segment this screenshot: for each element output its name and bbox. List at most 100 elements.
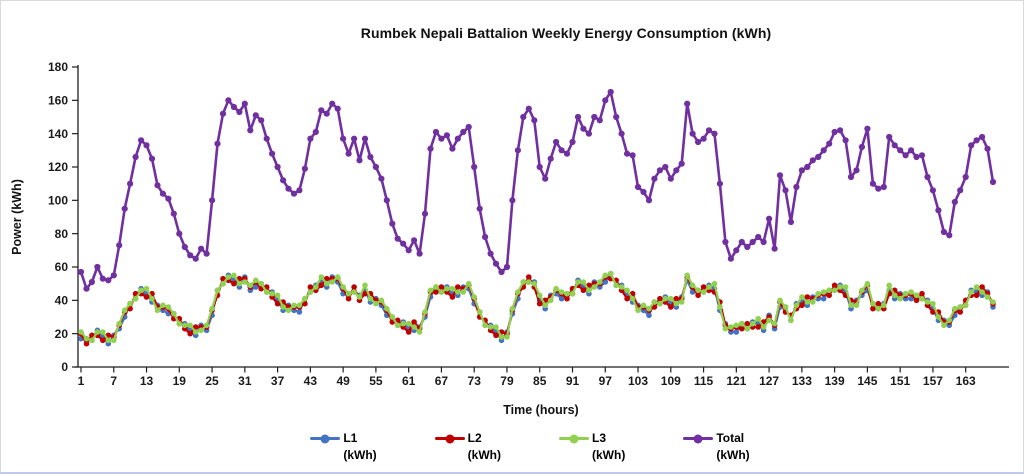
series-total-marker: [83, 285, 90, 292]
series-l3-marker: [476, 309, 483, 315]
legend-marker-total-icon: [683, 437, 714, 440]
series-l3-marker: [209, 305, 215, 312]
series-total-marker: [416, 250, 423, 257]
series-l2-marker: [127, 305, 133, 312]
series-l3-marker: [771, 320, 778, 327]
legend-label-l3-line2: (kWh): [592, 448, 626, 462]
series-total-marker: [296, 187, 303, 194]
series-total-marker: [869, 180, 877, 187]
series-l3-marker: [635, 307, 641, 314]
series-total-marker: [280, 177, 287, 184]
series-l3-marker: [591, 284, 598, 290]
series-total-marker: [973, 137, 980, 144]
series-total-marker: [678, 160, 685, 167]
series-l3-marker: [389, 314, 396, 320]
series-total-marker: [236, 108, 243, 116]
series-total-marker: [913, 153, 920, 161]
series-l2-marker: [307, 284, 314, 290]
x-tick-label: 127: [759, 374, 779, 388]
series-l2-marker: [700, 284, 707, 290]
series-l3-marker: [542, 302, 548, 309]
series-total-marker: [252, 112, 259, 119]
series-total-marker: [979, 133, 986, 141]
series-total-marker: [684, 100, 691, 107]
series-l3-marker: [384, 305, 390, 312]
series-l3-marker: [973, 284, 980, 290]
series-total-marker: [902, 152, 909, 159]
series-total-marker: [105, 277, 112, 284]
series-l2-marker: [318, 282, 325, 289]
series-total-marker: [875, 185, 882, 192]
series-total-marker: [968, 142, 975, 149]
series-l3-marker: [575, 279, 581, 285]
series-l2-marker: [739, 325, 745, 332]
series-total-marker: [225, 97, 232, 104]
x-tick-label: 109: [661, 374, 681, 388]
series-l3-marker: [930, 300, 936, 307]
series-total-marker: [247, 127, 254, 134]
series-l3-marker: [274, 292, 281, 299]
series-total-marker: [591, 113, 598, 121]
series-l3-marker: [957, 304, 963, 310]
series-l3-marker: [438, 289, 445, 295]
series-total-marker: [574, 113, 582, 121]
series-total-marker: [727, 255, 735, 262]
series-total-marker: [962, 173, 969, 181]
x-tick-label: 31: [238, 374, 252, 388]
series-total-marker: [274, 163, 281, 171]
series-total-marker: [525, 105, 532, 112]
series-l3-marker: [214, 287, 221, 294]
series-total-marker: [858, 143, 866, 151]
series-l3-marker: [624, 287, 630, 294]
series-l2-marker: [695, 292, 701, 299]
series-l2-marker: [826, 292, 832, 299]
series-l1-marker: [558, 295, 565, 302]
series-l2-marker: [345, 295, 352, 302]
y-tick-label: 120: [48, 160, 68, 174]
series-total-marker: [705, 127, 713, 134]
y-tick-label: 180: [48, 60, 68, 74]
series-total-marker: [219, 110, 227, 117]
series-l3-marker: [777, 297, 783, 304]
x-tick-label: 91: [566, 374, 580, 388]
series-total-marker: [165, 195, 172, 202]
series-l3-marker: [766, 317, 772, 324]
series-l3-marker: [236, 280, 243, 287]
series-l3-marker: [689, 282, 696, 289]
series-l3-marker: [651, 299, 658, 305]
legend-label-total-line2: (kWh): [716, 448, 750, 462]
legend-label-l1-line1: L1: [343, 431, 358, 445]
series-l2-marker: [455, 284, 461, 290]
series-total-marker: [826, 140, 833, 147]
series-l3-marker: [831, 287, 838, 294]
series-l2-marker: [957, 309, 963, 315]
series-total-marker: [356, 157, 363, 164]
series-l3-marker: [143, 285, 150, 292]
series-l3-marker: [810, 299, 816, 305]
series-l3-marker: [334, 274, 341, 280]
series-total-marker: [263, 135, 270, 142]
series-l3-marker: [154, 307, 161, 314]
series-l1-marker: [253, 284, 259, 290]
series-total-marker: [755, 233, 762, 241]
x-tick-label: 115: [694, 374, 714, 388]
series-total-marker: [918, 152, 926, 159]
series-l2-marker: [913, 297, 920, 304]
series-total-marker: [629, 152, 636, 159]
series-total-marker: [323, 110, 330, 117]
series-l3-marker: [990, 299, 996, 305]
series-l3-marker: [280, 304, 286, 310]
series-total-marker: [99, 275, 106, 282]
series-total-marker: [935, 207, 942, 214]
series-total-marker: [345, 150, 352, 157]
series-total-marker: [760, 238, 767, 246]
series-total-marker: [269, 150, 276, 157]
series-l3-marker: [706, 284, 712, 290]
series-l3-marker: [405, 320, 412, 327]
series-l3-marker: [509, 305, 516, 312]
series-l2: [78, 274, 996, 347]
series-total-marker: [389, 220, 396, 227]
series-total-marker: [580, 125, 587, 132]
series-l3-marker: [83, 335, 90, 342]
series-l3-marker: [192, 329, 199, 335]
